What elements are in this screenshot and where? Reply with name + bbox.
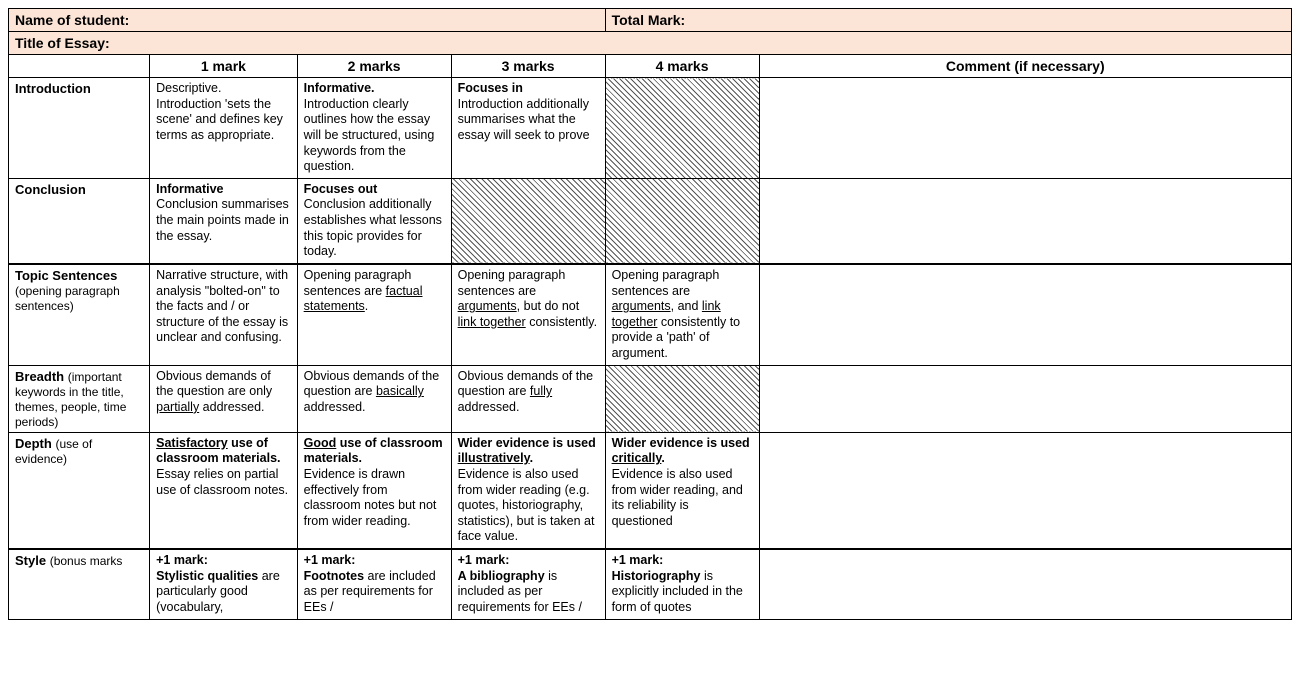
mark-cell-3: +1 mark:A bibliography is included as pe… xyxy=(451,549,605,619)
mark-cell-4: Wider evidence is used critically.Eviden… xyxy=(605,432,759,549)
criterion-label: Conclusion xyxy=(9,178,150,264)
col-header-1mark: 1 mark xyxy=(150,55,298,78)
rubric-row: IntroductionDescriptive.Introduction 'se… xyxy=(9,78,1292,179)
mark-cell-2: Good use of classroom materials.Evidence… xyxy=(297,432,451,549)
comment-cell[interactable] xyxy=(759,432,1291,549)
criterion-label: Breadth (important keywords in the title… xyxy=(9,365,150,432)
criterion-label: Style (bonus marks xyxy=(9,549,150,619)
header-row-title: Title of Essay: xyxy=(9,32,1292,55)
title-label: Title of Essay: xyxy=(9,32,1292,55)
col-header-3marks: 3 marks xyxy=(451,55,605,78)
mark-cell-4 xyxy=(605,178,759,264)
mark-cell-1: InformativeConclusion summarises the mai… xyxy=(150,178,298,264)
mark-cell-1: +1 mark:Stylistic qualities are particul… xyxy=(150,549,298,619)
comment-cell[interactable] xyxy=(759,549,1291,619)
column-header-row: 1 mark 2 marks 3 marks 4 marks Comment (… xyxy=(9,55,1292,78)
comment-cell[interactable] xyxy=(759,365,1291,432)
mark-cell-4: Opening paragraph sentences are argument… xyxy=(605,264,759,365)
mark-cell-2: Informative.Introduction clearly outline… xyxy=(297,78,451,179)
totalmark-label: Total Mark: xyxy=(605,9,1291,32)
mark-cell-2: Obvious demands of the question are basi… xyxy=(297,365,451,432)
mark-cell-4 xyxy=(605,365,759,432)
mark-cell-3: Focuses inIntroduction additionally summ… xyxy=(451,78,605,179)
col-header-comment: Comment (if necessary) xyxy=(759,55,1291,78)
rubric-row: ConclusionInformativeConclusion summaris… xyxy=(9,178,1292,264)
rubric-row: Breadth (important keywords in the title… xyxy=(9,365,1292,432)
criterion-label: Introduction xyxy=(9,78,150,179)
comment-cell[interactable] xyxy=(759,78,1291,179)
criterion-label: Depth (use of evidence) xyxy=(9,432,150,549)
mark-cell-3 xyxy=(451,178,605,264)
rubric-row: Topic Sentences (opening paragraph sente… xyxy=(9,264,1292,365)
mark-cell-3: Opening paragraph sentences are argument… xyxy=(451,264,605,365)
mark-cell-1: Obvious demands of the question are only… xyxy=(150,365,298,432)
header-row-student: Name of student: Total Mark: xyxy=(9,9,1292,32)
mark-cell-3: Wider evidence is used illustratively.Ev… xyxy=(451,432,605,549)
mark-cell-4 xyxy=(605,78,759,179)
criterion-label: Topic Sentences (opening paragraph sente… xyxy=(9,264,150,365)
col-header-4marks: 4 marks xyxy=(605,55,759,78)
mark-cell-2: +1 mark:Footnotes are included as per re… xyxy=(297,549,451,619)
comment-cell[interactable] xyxy=(759,264,1291,365)
mark-cell-1: Narrative structure, with analysis "bolt… xyxy=(150,264,298,365)
rubric-table: Name of student: Total Mark: Title of Es… xyxy=(8,8,1292,620)
rubric-row: Depth (use of evidence)Satisfactory use … xyxy=(9,432,1292,549)
mark-cell-2: Opening paragraph sentences are factual … xyxy=(297,264,451,365)
mark-cell-1: Descriptive.Introduction 'sets the scene… xyxy=(150,78,298,179)
mark-cell-3: Obvious demands of the question are full… xyxy=(451,365,605,432)
col-header-blank xyxy=(9,55,150,78)
mark-cell-1: Satisfactory use of classroom materials.… xyxy=(150,432,298,549)
student-label: Name of student: xyxy=(9,9,606,32)
rubric-row: Style (bonus marks+1 mark:Stylistic qual… xyxy=(9,549,1292,619)
comment-cell[interactable] xyxy=(759,178,1291,264)
mark-cell-2: Focuses outConclusion additionally estab… xyxy=(297,178,451,264)
mark-cell-4: +1 mark:Historiography is explicitly inc… xyxy=(605,549,759,619)
col-header-2marks: 2 marks xyxy=(297,55,451,78)
